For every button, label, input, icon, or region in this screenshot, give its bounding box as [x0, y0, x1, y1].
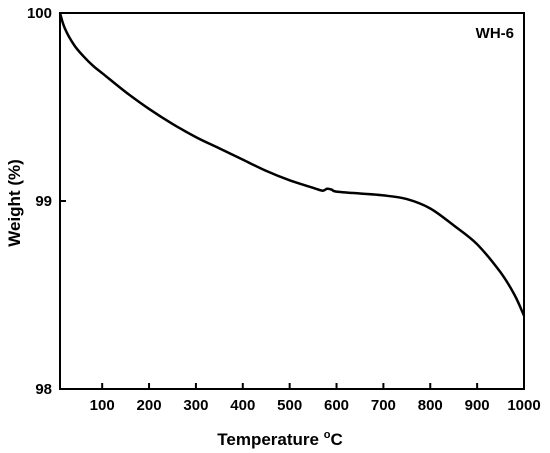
axis-ticks [60, 12, 525, 390]
sample-annotation: WH-6 [476, 25, 514, 42]
x-tick-label: 1000 [507, 397, 540, 414]
x-tick-label: 700 [371, 397, 396, 414]
x-tick-label: 800 [418, 397, 443, 414]
plot-frame [59, 12, 525, 390]
y-tick-label: 98 [35, 381, 52, 398]
x-tick-label: 900 [465, 397, 490, 414]
x-tick-label: 100 [90, 397, 115, 414]
y-tick-label: 99 [35, 193, 52, 210]
x-tick-label: 400 [230, 397, 255, 414]
x-tick-label: 200 [137, 397, 162, 414]
y-tick-label: 100 [27, 5, 52, 22]
series-line [58, 12, 526, 317]
x-axis-label: Temperature oC [217, 429, 342, 449]
axis-tick-labels: 100 200 300 400 500 600 700 800 900 1000 98 99 100 [27, 5, 541, 414]
y-axis-label: Weight (%) [5, 159, 24, 247]
x-tick-label: 300 [183, 397, 208, 414]
x-tick-label: 500 [277, 397, 302, 414]
x-tick-label: 600 [324, 397, 349, 414]
